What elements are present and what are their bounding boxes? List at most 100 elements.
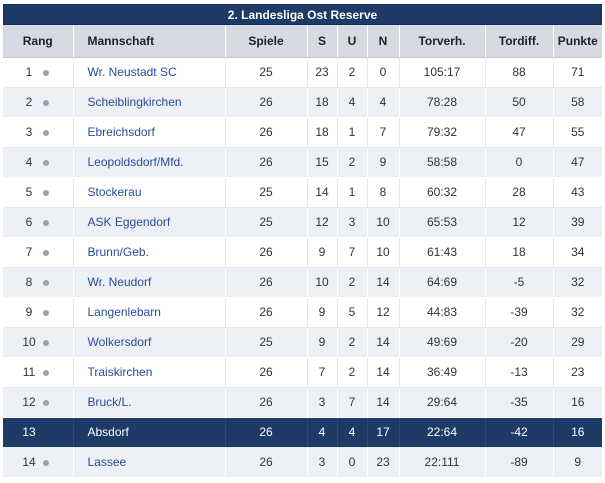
team-link[interactable]: Wolkersdorf (87, 335, 152, 349)
team-link[interactable]: Brunn/Geb. (87, 245, 149, 259)
draws-cell: 0 (336, 447, 367, 478)
team-link[interactable]: Ebreichsdorf (87, 125, 155, 139)
losses-cell: 7 (366, 117, 399, 148)
games-cell: 26 (224, 447, 307, 478)
team-link[interactable]: Absdorf (87, 425, 129, 439)
team-link[interactable]: Lassee (87, 455, 127, 469)
team-link[interactable]: Wr. Neustadt SC (87, 65, 177, 79)
wins-cell: 3 (306, 447, 337, 478)
rank-number: 3 (25, 125, 33, 139)
wins-cell: 4 (306, 417, 337, 448)
games-cell: 25 (224, 207, 307, 238)
games-cell: 26 (224, 237, 307, 268)
standings-body: 1 Wr. Neustadt SC 25 23 2 0 105:17 88 71… (3, 57, 602, 478)
col-header-mannschaft[interactable]: Mannschaft (72, 25, 225, 58)
col-header-siege[interactable]: S (306, 25, 337, 58)
dot-icon (43, 249, 49, 256)
goal-diff-cell: -42 (484, 417, 553, 448)
draws-cell: 7 (336, 387, 367, 418)
dot-icon (43, 339, 49, 346)
wins-cell: 10 (306, 267, 337, 298)
goal-diff-cell: 47 (484, 117, 553, 148)
games-cell: 26 (224, 267, 307, 298)
losses-cell: 14 (366, 267, 399, 298)
dot-icon (43, 69, 49, 76)
rank-number: 14 (22, 455, 36, 469)
goal-ratio-cell: 78:28 (398, 87, 485, 118)
table-row: 3 Ebreichsdorf 26 18 1 7 79:32 47 55 (3, 117, 602, 148)
points-cell: 58 (552, 87, 602, 118)
dot-icon (43, 219, 49, 226)
points-cell: 47 (552, 147, 602, 178)
goal-ratio-cell: 22:111 (398, 447, 485, 478)
team-link[interactable]: Wr. Neudorf (87, 275, 152, 289)
goal-ratio-cell: 79:32 (398, 117, 485, 148)
dot-icon (43, 99, 49, 106)
col-header-unentschieden[interactable]: U (336, 25, 367, 58)
team-link[interactable]: Leopoldsdorf/Mfd. (87, 155, 184, 169)
team-link[interactable]: Stockerau (87, 185, 142, 199)
points-cell: 9 (552, 447, 602, 478)
losses-cell: 14 (366, 327, 399, 358)
table-row: 11 Traiskirchen 26 7 2 14 36:49 -13 23 (3, 357, 602, 388)
team-link[interactable]: Scheiblingkirchen (87, 95, 182, 109)
col-header-torverhaeltnis[interactable]: Torverh. (398, 25, 485, 58)
team-cell: Scheiblingkirchen (72, 87, 225, 118)
draws-cell: 1 (336, 117, 367, 148)
rank-cell: 11 (3, 357, 73, 388)
wins-cell: 3 (306, 387, 337, 418)
goal-diff-cell: -39 (484, 297, 553, 328)
rank-number: 2 (25, 95, 33, 109)
rank-number: 5 (25, 185, 33, 199)
rank-number: 12 (22, 395, 36, 409)
rank-cell: 4 (3, 147, 73, 178)
dot-icon (43, 279, 49, 286)
wins-cell: 12 (306, 207, 337, 238)
points-cell: 16 (552, 417, 602, 448)
points-cell: 39 (552, 207, 602, 238)
draws-cell: 2 (336, 57, 367, 88)
team-cell: Wolkersdorf (72, 327, 225, 358)
dot-icon (43, 129, 49, 136)
draws-cell: 2 (336, 327, 367, 358)
team-cell: Leopoldsdorf/Mfd. (72, 147, 225, 178)
losses-cell: 17 (366, 417, 399, 448)
col-header-niederlagen[interactable]: N (366, 25, 399, 58)
col-header-rang[interactable]: Rang (3, 25, 73, 58)
games-cell: 25 (224, 57, 307, 88)
rank-number: 9 (25, 305, 33, 319)
points-cell: 43 (552, 177, 602, 208)
col-header-spiele[interactable]: Spiele (224, 25, 307, 58)
col-header-punkte[interactable]: Punkte (552, 25, 602, 58)
team-cell: Traiskirchen (72, 357, 225, 388)
goal-diff-cell: -13 (484, 357, 553, 388)
goal-ratio-cell: 36:49 (398, 357, 485, 388)
games-cell: 26 (224, 387, 307, 418)
rank-cell: 6 (3, 207, 73, 238)
wins-cell: 18 (306, 87, 337, 118)
rank-number: 10 (22, 335, 36, 349)
rank-cell: 1 (3, 57, 73, 88)
losses-cell: 4 (366, 87, 399, 118)
draws-cell: 5 (336, 297, 367, 328)
losses-cell: 8 (366, 177, 399, 208)
rank-cell: 13 (3, 417, 73, 448)
team-link[interactable]: Langenlebarn (87, 305, 161, 319)
col-header-tordifferenz[interactable]: Tordiff. (484, 25, 553, 58)
dot-icon (43, 369, 49, 376)
dot-icon (43, 159, 49, 166)
rank-cell: 2 (3, 87, 73, 118)
rank-cell: 9 (3, 297, 73, 328)
team-link[interactable]: ASK Eggendorf (87, 215, 171, 229)
team-link[interactable]: Bruck/L. (87, 395, 132, 409)
goal-ratio-cell: 61:43 (398, 237, 485, 268)
draws-cell: 2 (336, 147, 367, 178)
games-cell: 26 (224, 117, 307, 148)
team-link[interactable]: Traiskirchen (87, 365, 153, 379)
table-row: 9 Langenlebarn 26 9 5 12 44:83 -39 32 (3, 297, 602, 328)
points-cell: 29 (552, 327, 602, 358)
wins-cell: 23 (306, 57, 337, 88)
wins-cell: 9 (306, 237, 337, 268)
goal-diff-cell: -20 (484, 327, 553, 358)
header-row: Rang Mannschaft Spiele S U N Torverh. To… (3, 25, 602, 58)
